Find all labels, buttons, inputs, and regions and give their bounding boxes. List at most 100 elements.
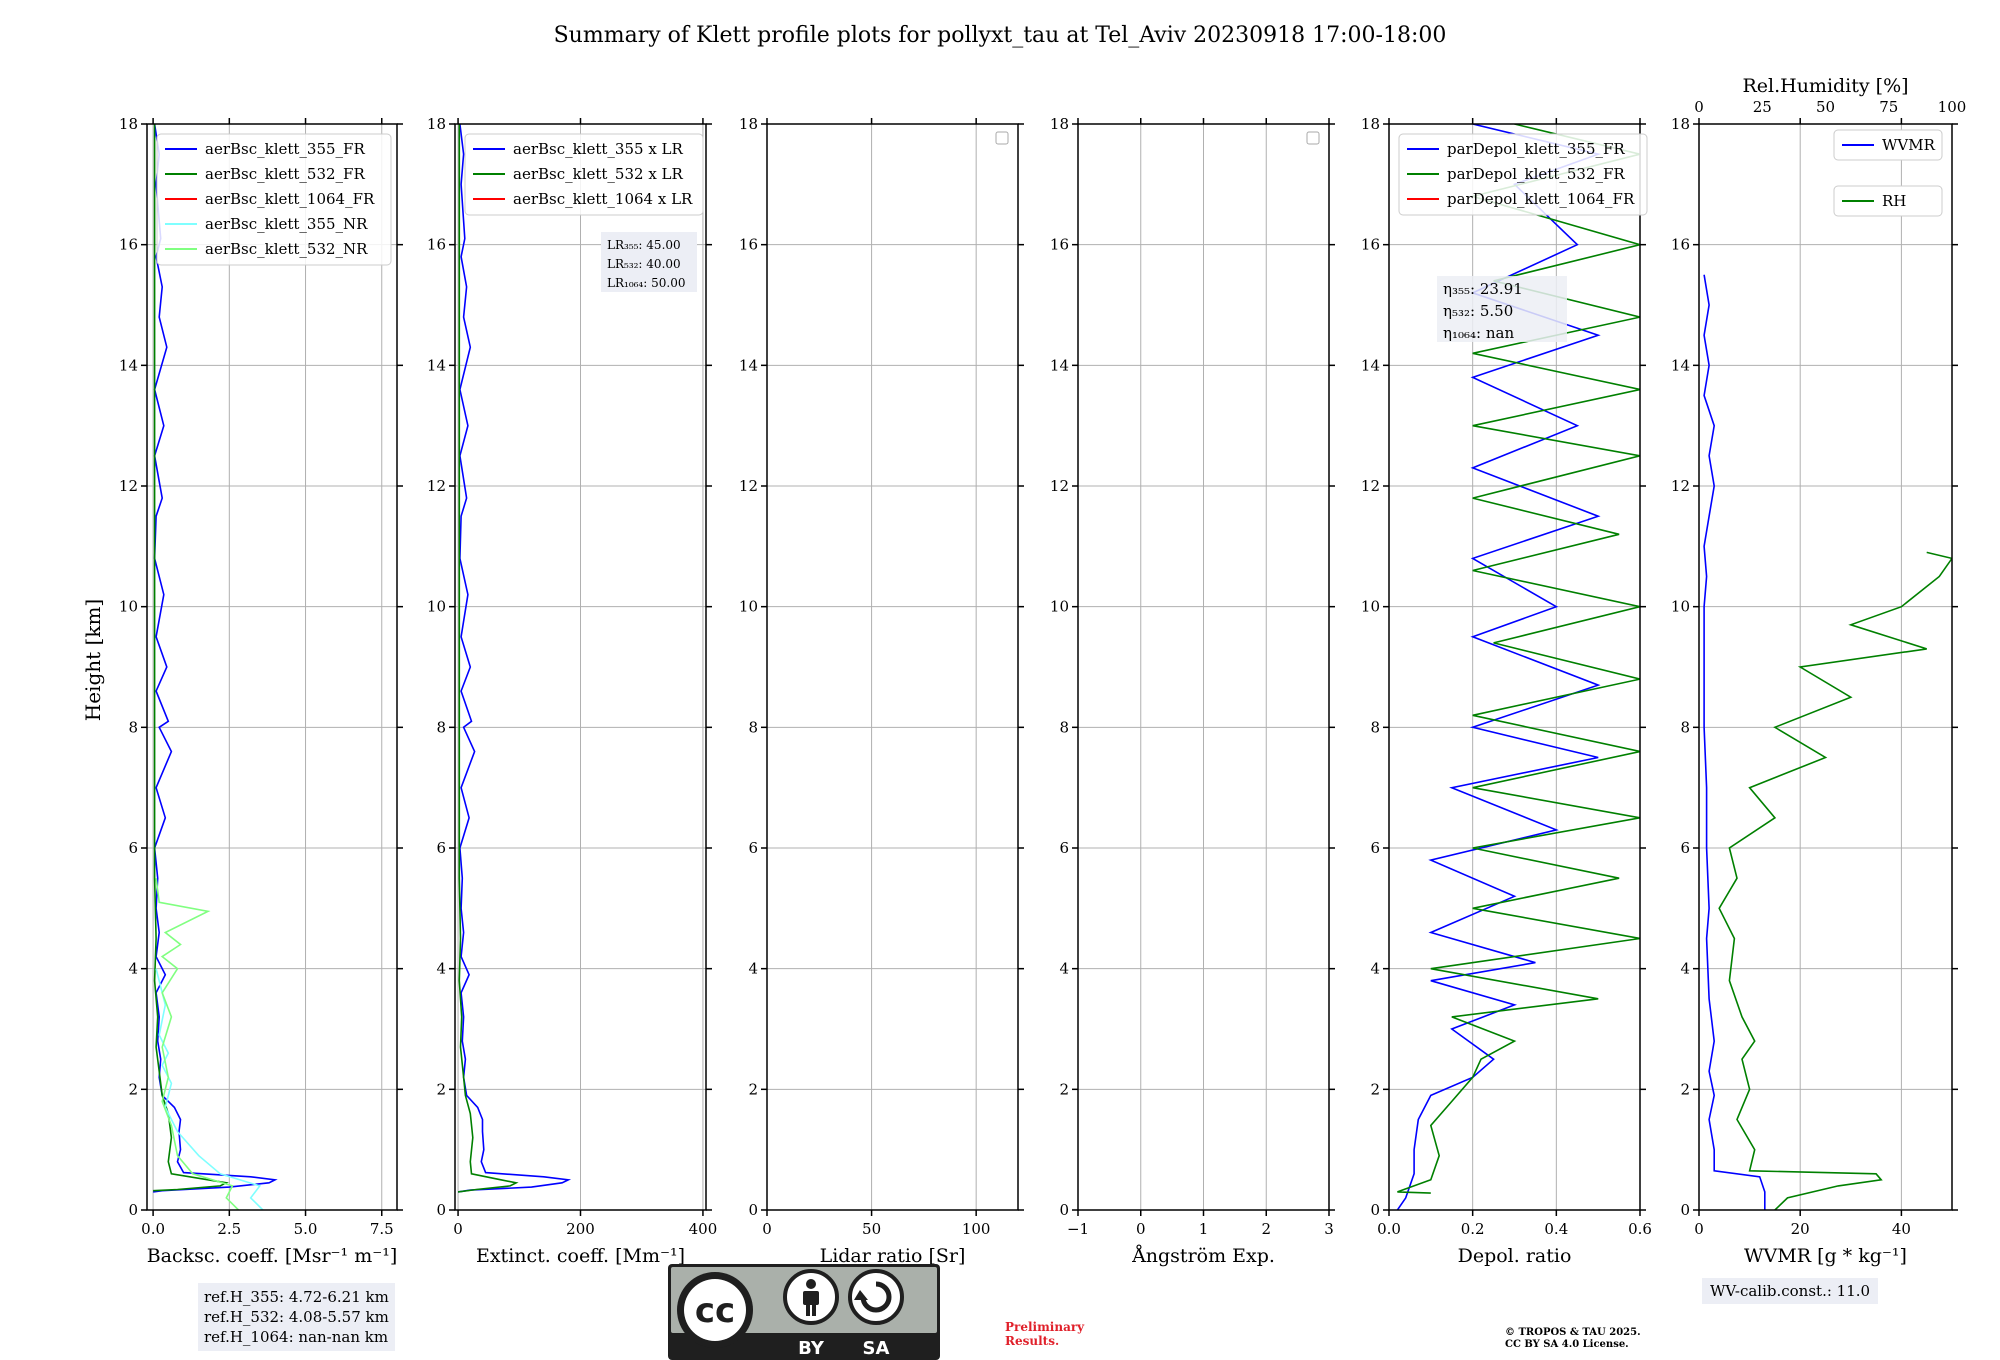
ref-height-355: ref.H_355: 4.72-6.21 km bbox=[204, 1288, 389, 1306]
x-tick-label-angstrom-0: −1 bbox=[1067, 1220, 1089, 1238]
x-tick-label-lidar_ratio-0: 0 bbox=[762, 1220, 772, 1238]
lr-box bbox=[601, 232, 697, 292]
preliminary-note: Preliminary Results. bbox=[1005, 1320, 1084, 1348]
wv-calibration-box: WV-calib.const.: 11.0 bbox=[1702, 1278, 1879, 1304]
y-tick-label-wvmr-4: 8 bbox=[1680, 718, 1690, 736]
x-tick-label-depol-1: 0.2 bbox=[1461, 1220, 1485, 1238]
y-tick-label-extinction-8: 16 bbox=[427, 236, 446, 254]
legend-box-backscatter bbox=[156, 133, 392, 266]
y-tick-label-lidar_ratio-5: 10 bbox=[739, 598, 758, 616]
series-aerBsc-klett-355-FR bbox=[152, 124, 278, 1193]
x-tick-label-wvmr-2: 40 bbox=[1892, 1220, 1911, 1238]
y-tick-label-wvmr-6: 12 bbox=[1671, 477, 1690, 495]
legend-box-depol bbox=[1398, 133, 1648, 216]
x-tick-label-wvmr-1: 20 bbox=[1791, 1220, 1810, 1238]
series-aerBsc-klett-532-x-LR bbox=[457, 124, 519, 1193]
x-tick-label-extinction-1: 200 bbox=[566, 1220, 595, 1238]
x-axis-label-extinction: Extinct. coeff. [Mm⁻¹] bbox=[476, 1245, 685, 1267]
x-tick-label-backscatter-0: 0.0 bbox=[141, 1220, 165, 1238]
legend-box-wvmr-1 bbox=[1833, 185, 1943, 217]
legend-label-depol-0: parDepol_klett_355_FR bbox=[1447, 140, 1625, 158]
x-tick-label-angstrom-2: 1 bbox=[1199, 1220, 1209, 1238]
legend-label-backscatter-0: aerBsc_klett_355_FR bbox=[205, 140, 365, 158]
panel-extinction: 0 200 400 0 2 4 6 8 10 12 14 16 18 Extinct. coeff. [M… bbox=[427, 115, 717, 1267]
top-tick-label-3: 75 bbox=[1879, 98, 1898, 116]
y-tick-label-wvmr-2: 4 bbox=[1680, 960, 1690, 978]
legend-label-backscatter-4: aerBsc_klett_532_NR bbox=[205, 240, 368, 258]
y-tick-label-backscatter-0: 0 bbox=[128, 1201, 138, 1219]
y-tick-label-depol-4: 8 bbox=[1370, 718, 1380, 736]
y-tick-label-angstrom-2: 4 bbox=[1059, 960, 1069, 978]
x-tick-label-angstrom-3: 2 bbox=[1261, 1220, 1271, 1238]
sa-share-icon bbox=[854, 1281, 892, 1313]
x-axis-label-angstrom: Ångström Exp. bbox=[1131, 1245, 1275, 1267]
x-axis-label-depol: Depol. ratio bbox=[1458, 1245, 1572, 1267]
y-tick-label-extinction-3: 6 bbox=[436, 839, 446, 857]
y-tick-label-wvmr-3: 6 bbox=[1680, 839, 1690, 857]
y-tick-label-wvmr-7: 14 bbox=[1671, 356, 1690, 374]
ref-height-532: ref.H_532: 4.08-5.57 km bbox=[204, 1308, 389, 1326]
y-tick-label-angstrom-0: 0 bbox=[1059, 1201, 1069, 1219]
cc-license-badge: cc BY SA bbox=[668, 1264, 940, 1360]
top-axis-label: Rel.Humidity [%] bbox=[1742, 75, 1908, 97]
x-axis-label-wvmr: WVMR [g * kg⁻¹] bbox=[1744, 1245, 1907, 1267]
x-tick-label-depol-0: 0.0 bbox=[1377, 1220, 1401, 1238]
legend-label-backscatter-3: aerBsc_klett_355_NR bbox=[205, 215, 368, 233]
figure-title: Summary of Klett profile plots for polly… bbox=[554, 23, 1447, 48]
y-tick-label-extinction-2: 4 bbox=[436, 960, 446, 978]
legend-label-backscatter-1: aerBsc_klett_532_FR bbox=[205, 165, 365, 183]
y-tick-label-angstrom-5: 10 bbox=[1050, 598, 1069, 616]
y-tick-label-depol-5: 10 bbox=[1361, 598, 1380, 616]
series-aerBsc-klett-355-x-LR bbox=[457, 124, 572, 1193]
y-tick-label-wvmr-0: 0 bbox=[1680, 1201, 1690, 1219]
axes-frame-lidar_ratio bbox=[766, 123, 1019, 1211]
y-tick-label-extinction-7: 14 bbox=[427, 356, 446, 374]
x-tick-label-lidar_ratio-1: 50 bbox=[862, 1220, 881, 1238]
lr-label-2: LR₁₀₆₄: 50.00 bbox=[607, 276, 685, 290]
ref-height-1064: ref.H_1064: nan-nan km bbox=[204, 1328, 389, 1346]
series-parDepol-klett-355-FR bbox=[1396, 124, 1601, 1210]
eta-label-0: η₃₅₅: 23.91 bbox=[1443, 280, 1523, 298]
y-tick-label-backscatter-9: 18 bbox=[119, 115, 138, 133]
legend-label-wvmr-0: WVMR bbox=[1882, 136, 1936, 154]
top-tick-label-2: 50 bbox=[1816, 98, 1835, 116]
series-WVMR bbox=[1703, 274, 1766, 1210]
y-tick-label-depol-6: 12 bbox=[1361, 477, 1380, 495]
lr-label-0: LR₃₅₅: 45.00 bbox=[607, 238, 681, 252]
y-tick-label-lidar_ratio-1: 2 bbox=[748, 1080, 758, 1098]
copyright-line-2: CC BY SA 4.0 License. bbox=[1505, 1339, 1629, 1350]
y-tick-label-lidar_ratio-8: 16 bbox=[739, 236, 758, 254]
x-tick-label-extinction-0: 0 bbox=[453, 1220, 463, 1238]
x-tick-label-wvmr-0: 0 bbox=[1694, 1220, 1704, 1238]
y-tick-label-wvmr-1: 2 bbox=[1680, 1080, 1690, 1098]
x-tick-label-lidar_ratio-2: 100 bbox=[962, 1220, 991, 1238]
y-tick-label-extinction-5: 10 bbox=[427, 598, 446, 616]
y-tick-label-depol-8: 16 bbox=[1361, 236, 1380, 254]
y-tick-label-extinction-4: 8 bbox=[436, 718, 446, 736]
y-tick-label-lidar_ratio-0: 0 bbox=[748, 1201, 758, 1219]
empty-legend-lidar_ratio bbox=[995, 131, 1009, 145]
y-tick-label-extinction-9: 18 bbox=[427, 115, 446, 133]
y-tick-label-extinction-1: 2 bbox=[436, 1080, 446, 1098]
x-tick-label-depol-3: 0.6 bbox=[1628, 1220, 1652, 1238]
series-aerBsc-klett-532-NR bbox=[155, 878, 240, 1210]
y-tick-label-wvmr-9: 18 bbox=[1671, 115, 1690, 133]
top-tick-label-4: 100 bbox=[1938, 98, 1967, 116]
legend-label-backscatter-2: aerBsc_klett_1064_FR bbox=[205, 190, 375, 208]
panel-backscatter: 0.0 2.5 5.0 7.5 0 2 4 6 8 10 12 14 16 18 Backsc. coeff… bbox=[119, 115, 403, 1267]
series-parDepol-klett-532-FR bbox=[1397, 124, 1640, 1194]
cc-by-label: BY bbox=[798, 1338, 825, 1359]
y-tick-label-wvmr-5: 10 bbox=[1671, 598, 1690, 616]
y-tick-label-backscatter-2: 4 bbox=[128, 960, 138, 978]
series-RH bbox=[1718, 551, 1952, 1210]
axes-frame-wvmr bbox=[1698, 123, 1953, 1211]
empty-legend-angstrom bbox=[1306, 131, 1320, 145]
copyright-line-1: © TROPOS & TAU 2025. bbox=[1505, 1327, 1641, 1338]
x-tick-label-backscatter-3: 7.5 bbox=[370, 1220, 394, 1238]
eta-label-1: η₅₃₂: 5.50 bbox=[1443, 302, 1513, 320]
preliminary-line-1: Preliminary bbox=[1005, 1320, 1085, 1334]
x-tick-label-backscatter-2: 5.0 bbox=[294, 1220, 318, 1238]
y-axis-label: Height [km] bbox=[81, 599, 105, 721]
y-tick-label-lidar_ratio-7: 14 bbox=[739, 356, 758, 374]
